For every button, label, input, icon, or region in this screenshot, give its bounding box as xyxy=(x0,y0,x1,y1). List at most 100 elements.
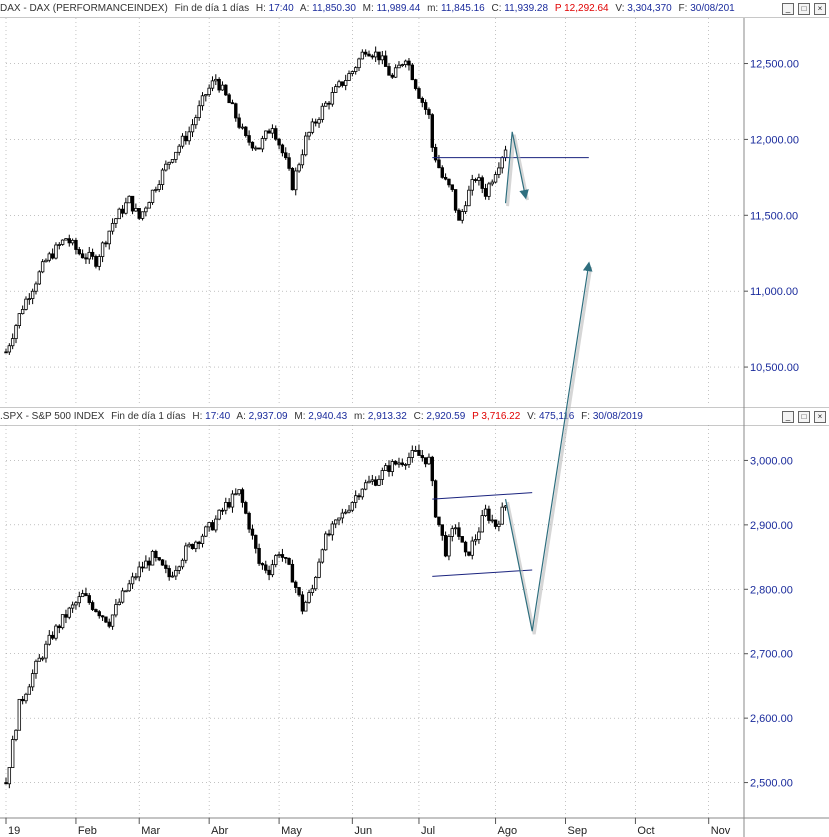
spx-candle-body xyxy=(197,541,201,545)
spx-candle-body xyxy=(210,522,215,531)
dax-candle-body xyxy=(74,239,78,250)
dax-candle-body xyxy=(473,179,478,181)
spx-minimize-button[interactable]: _ xyxy=(782,411,794,423)
spx-candle-body xyxy=(267,569,271,576)
spx-candle-body xyxy=(164,564,168,569)
spx-candle-body xyxy=(157,557,161,561)
dax-candle-body xyxy=(180,135,185,147)
dax-candle-body xyxy=(423,102,428,110)
dax-low-value: 11,845.16 xyxy=(440,3,485,14)
month-label-1: Feb xyxy=(78,825,97,837)
dax-candle-body xyxy=(80,253,85,259)
dax-candle-body xyxy=(107,230,111,245)
spx-candle-body xyxy=(214,518,218,531)
spx-a-label: A: xyxy=(236,411,246,422)
spx-candle-body xyxy=(240,489,245,503)
spx-candle-body xyxy=(280,554,285,558)
dax-candle-body xyxy=(373,51,378,58)
dax-candle-body xyxy=(160,169,165,185)
dax-candle-body xyxy=(134,208,138,212)
dax-minimize-button[interactable]: _ xyxy=(782,3,794,15)
month-label-4: May xyxy=(281,825,302,837)
dax-m-label: M: xyxy=(362,3,374,14)
spx-maximize-button[interactable]: □ xyxy=(798,411,810,423)
dax-candle-body xyxy=(257,147,261,150)
dax-candle-body xyxy=(254,147,258,150)
spx-candle-body xyxy=(217,509,221,520)
spx-candle-body xyxy=(363,482,368,490)
dax-candle-body xyxy=(403,60,408,65)
spx-candle-body xyxy=(180,559,185,568)
dax-candle-body xyxy=(110,222,115,232)
spx-candle-body xyxy=(90,602,95,610)
spx-candle-body xyxy=(380,470,385,480)
dax-candle-body xyxy=(453,189,458,211)
spx-y-tick-label-3: 2,800.00 xyxy=(750,584,793,596)
spx-candle-body xyxy=(440,524,444,536)
dax-candle-body xyxy=(7,345,12,353)
spx-period: Fin de día 1 días xyxy=(111,411,186,422)
dax-v-value: 3,304,370 xyxy=(627,3,672,14)
dax-candle-body xyxy=(277,138,281,146)
spx-candle-body xyxy=(427,456,431,465)
dax-pane-header: DAX - DAX (PERFORMANCEINDEX) Fin de día … xyxy=(0,0,829,18)
spx-candle-body xyxy=(304,601,308,612)
dax-maximize-button[interactable]: □ xyxy=(798,3,810,15)
dax-candle-body xyxy=(427,109,431,116)
dax-candle-body xyxy=(267,130,271,134)
dax-candle-body xyxy=(270,128,275,134)
dax-candle-body xyxy=(167,161,171,165)
dax-candle-body xyxy=(150,189,155,203)
spx-candle-body xyxy=(387,465,391,472)
dax-name: DAX - DAX (PERFORMANCEINDEX) xyxy=(0,3,168,14)
spx-p-value: 3,716.22 xyxy=(481,411,521,422)
dax-candle-body xyxy=(140,211,145,219)
spx-candle-body xyxy=(397,462,401,465)
dax-h-label: H: xyxy=(255,3,266,14)
spx-c-value: 2,920.59 xyxy=(426,411,466,422)
spx-candle-body xyxy=(270,564,275,576)
spx-candle-body xyxy=(14,729,18,740)
dax-candle-body xyxy=(4,351,8,354)
dax-candle-body xyxy=(360,51,365,60)
dax-candle-body xyxy=(490,181,494,185)
dax-candle-body xyxy=(357,58,361,69)
dax-candle-body xyxy=(410,64,414,81)
dax-candle-body xyxy=(187,131,191,142)
dax-candle-body xyxy=(10,338,15,347)
spx-candle-body xyxy=(107,621,111,627)
spx-candle-body xyxy=(327,533,331,536)
spx-candle-body xyxy=(94,609,98,613)
spx-candle-body xyxy=(410,450,414,458)
dax-candle-body xyxy=(240,126,245,129)
dax-candle-body xyxy=(24,298,28,310)
dax-candle-body xyxy=(334,86,338,93)
dax-candle-body xyxy=(284,152,288,159)
spx-candle-body xyxy=(44,643,48,659)
spx-candle-body xyxy=(277,554,281,557)
spx-candle-body xyxy=(120,590,125,603)
spx-candle-body xyxy=(60,614,65,629)
spx-candle-body xyxy=(87,595,91,603)
spx-candle-body xyxy=(257,547,261,564)
dax-period: Fin de día 1 días xyxy=(174,3,250,14)
month-label-2: Mar xyxy=(141,825,160,837)
dax-candle-body xyxy=(20,309,25,315)
spx-name: .SPX - S&P 500 INDEX xyxy=(0,411,105,422)
spx-candle-body xyxy=(450,528,454,537)
spx-candle-body xyxy=(457,527,461,537)
spx-close-button[interactable]: × xyxy=(814,411,826,423)
dax-candle-body xyxy=(247,135,251,143)
spx-candle-body xyxy=(473,539,478,542)
dax-close-button[interactable]: × xyxy=(814,3,826,15)
dax-candle-body xyxy=(383,55,388,67)
spx-y-tick-label-1: 2,600.00 xyxy=(750,713,793,725)
dax-candle-body xyxy=(147,202,151,209)
spx-candle-body xyxy=(443,535,448,557)
spx-candle-body xyxy=(4,782,8,785)
spx-candle-body xyxy=(370,479,375,482)
dax-candle-body xyxy=(343,80,348,86)
spx-m-label: M: xyxy=(294,411,306,422)
spx-candle-body xyxy=(24,693,28,702)
